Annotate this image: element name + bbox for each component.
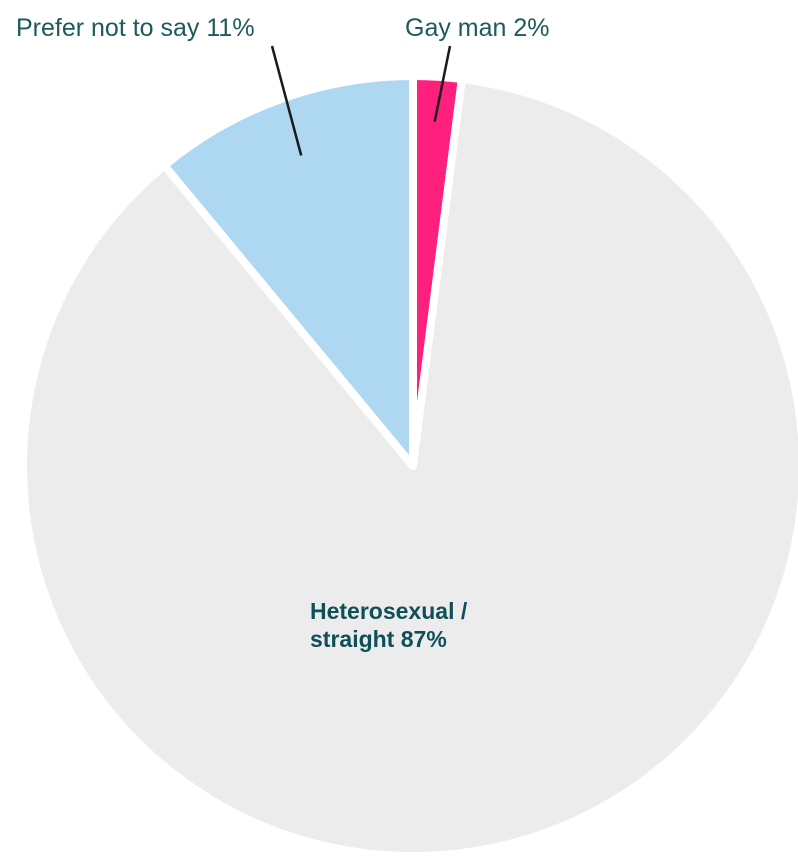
pie-slice-prefer-not-to-say — [160, 72, 417, 470]
leader-line-prefer-not-to-say — [270, 45, 303, 156]
slice-label-heterosexual-line2: straight 87% — [310, 626, 447, 652]
slice-label-prefer-not-to-say: Prefer not to say 11% — [16, 14, 255, 42]
slice-label-heterosexual: Heterosexual / straight 87% — [310, 598, 474, 652]
slice-label-heterosexual-line1: Heterosexual / — [310, 598, 468, 624]
leader-lines — [270, 45, 452, 156]
leader-line-gay-man — [433, 45, 452, 122]
pie-slices — [19, 72, 798, 856]
slice-label-gay-man: Gay man 2% — [405, 14, 550, 42]
